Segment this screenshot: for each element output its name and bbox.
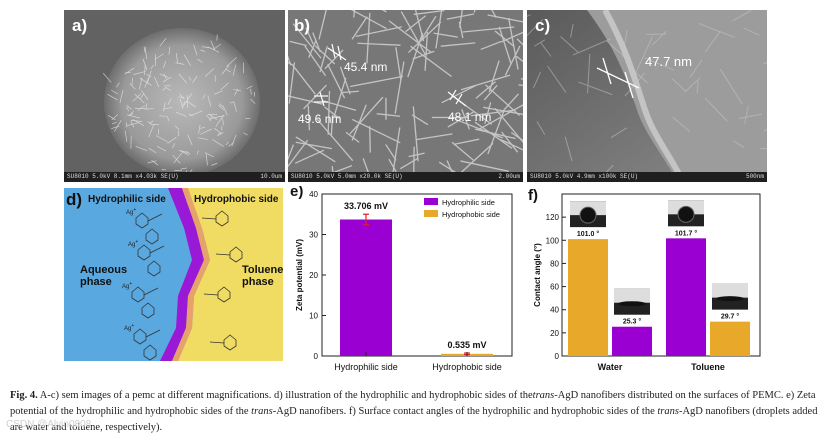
zeta-potential-chart: e) 0 10 20 30 40 Zeta potential (mV) 33.706 mV H… xyxy=(286,186,526,376)
droplet xyxy=(678,206,694,222)
figure-caption: Fig. 4. A-c) sem images of a pemc at dif… xyxy=(10,388,822,436)
data-label: 0.535 mV xyxy=(447,340,486,350)
panel-label-b: b) xyxy=(294,16,310,36)
measure-b-1: 45.4 nm xyxy=(344,60,387,74)
panel-label-c: c) xyxy=(535,16,550,36)
silver-ion-charge: + xyxy=(129,281,132,287)
measure-b-2: 49.6 nm xyxy=(298,112,341,126)
bar xyxy=(612,327,652,356)
y-tick-label: 0 xyxy=(314,352,319,361)
legend-label: Hydrophilic side xyxy=(442,198,495,207)
bar xyxy=(666,238,706,356)
sem-scale-c: 500nm xyxy=(746,173,764,180)
y-tick-label: 120 xyxy=(546,213,560,222)
panel-label-f: f) xyxy=(528,187,538,204)
sem-panel-c: c) 47.7 nm SU8010 5.0kV 4.9mm x100k SE(U… xyxy=(527,10,767,182)
data-label: 25.3 ° xyxy=(623,318,642,326)
aqueous-phase-label: Aqueous phase xyxy=(80,264,127,288)
data-label: 101.7 ° xyxy=(675,229,697,237)
droplet-photo-background xyxy=(712,284,748,298)
x-tick-label: Hydrophilic side xyxy=(334,362,398,372)
sem-panel-a: a) SU8010 5.0kV 8.1mm x4.03k SE(U) 10.0u… xyxy=(64,10,285,182)
sem-footer-b: SU8010 5.0kV 5.0mm x20.0k SE(U) 2.00um xyxy=(288,172,523,182)
y-tick-label: 0 xyxy=(555,352,560,361)
silver-ion-charge: + xyxy=(135,239,138,245)
panel-label-d: d) xyxy=(66,190,82,210)
hydrophilic-side-label: Hydrophilic side xyxy=(88,194,166,205)
y-axis-label: Zeta potential (mV) xyxy=(295,239,304,311)
droplet-photo-background xyxy=(614,289,650,303)
droplet xyxy=(618,301,646,306)
x-tick-label: Water xyxy=(598,362,623,372)
data-label: 101.0 ° xyxy=(577,230,599,238)
illustration-panel-d: Ag+Ag+Ag+Ag+ d) Hydrophilic side Hydroph… xyxy=(64,188,283,361)
y-tick-label: 30 xyxy=(309,231,318,240)
y-tick-label: 60 xyxy=(550,283,559,292)
data-label: 33.706 mV xyxy=(344,201,388,211)
fiber-line xyxy=(370,126,371,152)
caption-italic-3: trans xyxy=(657,406,679,417)
y-tick-label: 100 xyxy=(546,236,560,245)
y-tick-label: 20 xyxy=(309,271,318,280)
droplet xyxy=(716,296,744,301)
watermark: CSDN @Alvin0808 xyxy=(6,419,91,430)
measure-b-3: 48.1 nm xyxy=(448,110,491,124)
legend-swatch xyxy=(424,210,438,217)
contact-angle-chart-panel-f: f) 0 20 40 60 80 100 120 Contact angle (°) 101.0 … xyxy=(528,186,772,376)
y-tick-label: 20 xyxy=(550,329,559,338)
sem-scale-b: 2.00um xyxy=(498,173,520,180)
legend-label: Hydrophobic side xyxy=(442,210,500,219)
y-tick-label: 40 xyxy=(309,190,318,199)
x-tick-label: Hydrophobic side xyxy=(432,362,502,372)
sem-scale-a: 10.0um xyxy=(260,173,282,180)
data-label: 29.7 ° xyxy=(721,313,740,321)
y-tick-label: 10 xyxy=(309,312,318,321)
sem-footer-c: SU8010 5.0kV 4.9mm x100k SE(U) 500nm xyxy=(527,172,767,182)
caption-italic-1: trans xyxy=(533,390,555,401)
panel-label-e: e) xyxy=(290,186,303,200)
bar xyxy=(340,219,392,356)
sem-image-c xyxy=(527,10,767,182)
zeta-chart-panel-e: e) 0 10 20 30 40 Zeta potential (mV) 33.706 mV H… xyxy=(286,186,526,376)
caption-text-1: A-c) sem images of a pemc at different m… xyxy=(38,390,533,401)
bar xyxy=(568,239,608,356)
sem-info-b: SU8010 5.0kV 5.0mm x20.0k SE(U) xyxy=(291,173,403,180)
toluene-phase-label: Toluene phase xyxy=(242,264,283,288)
measure-c-1: 47.7 nm xyxy=(645,54,692,69)
droplet xyxy=(580,207,596,223)
sem-info-c: SU8010 5.0kV 4.9mm x100k SE(U) xyxy=(530,173,638,180)
legend-swatch xyxy=(424,198,438,205)
hydrophobic-side-label: Hydrophobic side xyxy=(194,194,278,205)
sem-footer-a: SU8010 5.0kV 8.1mm x4.03k SE(U) 10.0um xyxy=(64,172,285,182)
sem-info-a: SU8010 5.0kV 8.1mm x4.03k SE(U) xyxy=(67,173,179,180)
x-tick-label: Toluene xyxy=(691,362,725,372)
y-tick-label: 80 xyxy=(550,259,559,268)
sem-panel-b: b) 45.4 nm 49.6 nm 48.1 nm SU8010 5.0kV … xyxy=(288,10,523,182)
silver-ion-charge: + xyxy=(131,323,134,329)
bar xyxy=(710,322,750,356)
sem-image-a xyxy=(64,10,285,182)
y-tick-label: 40 xyxy=(550,306,559,315)
y-axis-label: Contact angle (°) xyxy=(533,243,542,307)
caption-fig-number: Fig. 4. xyxy=(10,390,38,401)
panel-label-a: a) xyxy=(72,16,87,36)
contact-angle-chart: f) 0 20 40 60 80 100 120 Contact angle (°) 101.0 … xyxy=(528,186,772,376)
caption-italic-2: trans xyxy=(251,406,273,417)
caption-text-3: -AgD nanofibers. f) Surface contact angl… xyxy=(273,406,658,417)
silver-ion-charge: + xyxy=(133,207,136,213)
sem-image-b xyxy=(288,10,523,182)
